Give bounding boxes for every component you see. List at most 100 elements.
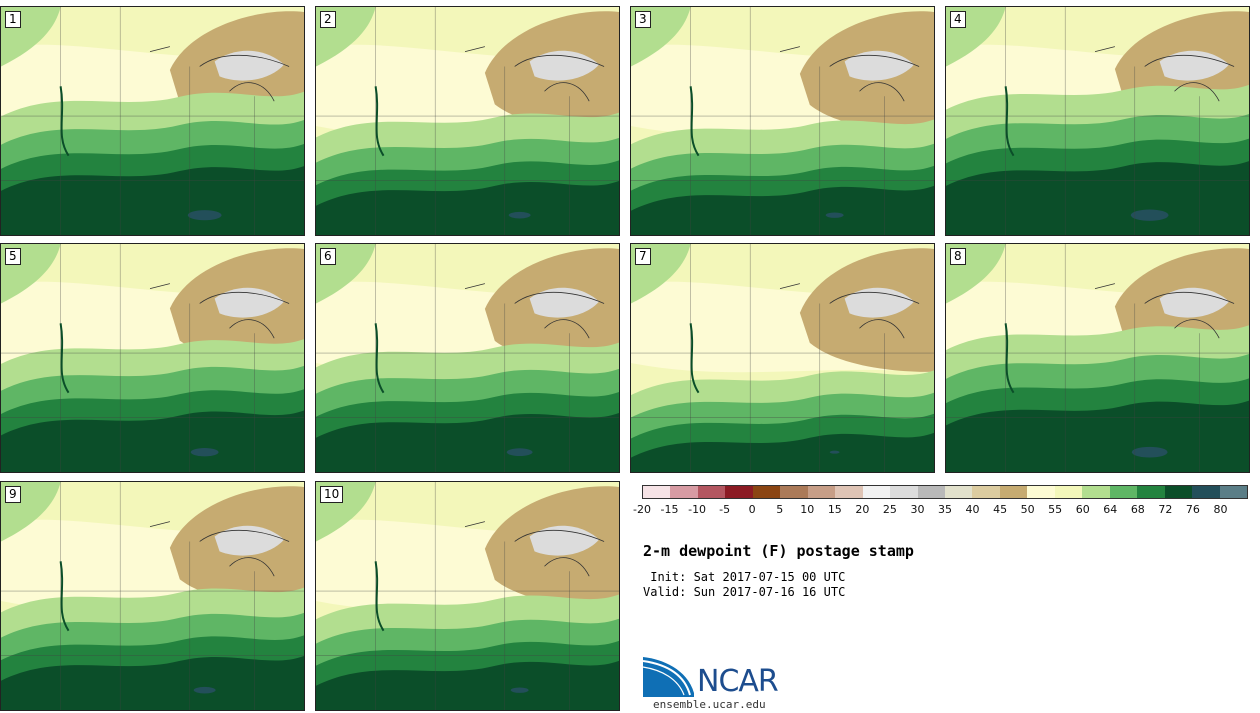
colorbar-swatch-13: [999, 486, 1028, 498]
colorbar-tick: 10: [800, 503, 815, 516]
colorbar-swatch-17: [1109, 486, 1138, 498]
lake-region: [214, 287, 285, 318]
dewpoint-map-8: [946, 244, 1249, 472]
colorbar-tick: 80: [1213, 503, 1228, 516]
member-panel-3: 3: [630, 6, 935, 236]
colorbar-tick: 50: [1020, 503, 1035, 516]
colorbar-tick: 35: [938, 503, 952, 516]
lake-region: [214, 50, 285, 81]
colorbar-tick: 68: [1130, 503, 1145, 516]
colorbar-tick: 55: [1048, 503, 1063, 516]
figure-title: 2-m dewpoint (F) postage stamp: [643, 542, 914, 560]
member-panel-9: 9: [0, 481, 305, 711]
colorbar-swatch-16: [1082, 486, 1110, 498]
dewpoint-map-4: [946, 7, 1249, 235]
colorbar-tick: 64: [1103, 503, 1118, 516]
colorbar-swatch-2: [697, 486, 726, 498]
colorbar-tick: 76: [1185, 503, 1200, 516]
lake-region: [214, 525, 285, 556]
valid-time: Valid: Sun 2017-07-16 16 UTC: [643, 585, 846, 599]
member-panel-2: 2: [315, 6, 620, 236]
ncar-logo-text: NCAR: [697, 664, 779, 699]
init-time: Init: Sat 2017-07-15 00 UTC: [643, 570, 846, 584]
dewpoint-colorbar: [642, 485, 1248, 499]
colorbar-swatch-20: [1192, 486, 1220, 498]
dewpoint-map-9: [1, 482, 304, 710]
colorbar-swatch-4: [752, 486, 781, 498]
colorbar-tick: 72: [1158, 503, 1173, 516]
lake-region: [844, 287, 915, 318]
colorbar-swatch-3: [725, 486, 753, 498]
colorbar-tick: -10: [688, 503, 707, 516]
colorbar-swatch-5: [780, 486, 808, 498]
dewpoint-map-2: [316, 7, 619, 235]
colorbar-tick: 25: [882, 503, 897, 516]
humidity-band-3: [631, 432, 934, 472]
member-panel-8: 8: [945, 243, 1250, 473]
member-number-label: 4: [950, 11, 966, 28]
humidity-band-3: [316, 413, 619, 472]
colorbar-swatch-9: [890, 486, 918, 498]
colorbar-swatch-21: [1219, 486, 1247, 498]
member-panel-10: 10: [315, 481, 620, 711]
colorbar-tick: 5: [776, 503, 784, 516]
lake-region: [529, 525, 600, 556]
colorbar-swatch-12: [972, 486, 1000, 498]
humidity-band-3: [316, 660, 619, 710]
member-number-label: 7: [635, 248, 651, 265]
colorbar-tick: -20: [633, 503, 651, 516]
lake-region: [1159, 50, 1230, 81]
colorbar-swatch-11: [944, 486, 973, 498]
member-number-label: 1: [5, 11, 21, 28]
member-number-label: 5: [5, 248, 21, 265]
lake-region: [529, 287, 600, 318]
colorbar-swatch-10: [917, 486, 945, 498]
humidity-band-3: [316, 180, 619, 235]
member-panel-7: 7: [630, 243, 935, 473]
member-panel-5: 5: [0, 243, 305, 473]
dewpoint-map-1: [1, 7, 304, 235]
site-url: ensemble.ucar.edu: [653, 698, 766, 711]
colorbar-tick: -15: [660, 503, 679, 516]
colorbar-tick: 20: [855, 503, 870, 516]
humidity-band-3: [946, 400, 1249, 472]
dewpoint-map-6: [316, 244, 619, 472]
member-number-label: 6: [320, 248, 336, 265]
member-panel-1: 1: [0, 6, 305, 236]
colorbar-tick: 40: [965, 503, 980, 516]
lake-region: [529, 50, 600, 81]
humidity-band-3: [1, 166, 304, 235]
humidity-band-3: [1, 655, 304, 710]
colorbar-swatch-7: [835, 486, 863, 498]
colorbar-tick: -5: [719, 503, 731, 516]
member-number-label: 10: [320, 486, 344, 503]
lake-region: [1159, 287, 1230, 318]
colorbar-tick: 60: [1075, 503, 1090, 516]
dewpoint-map-5: [1, 244, 304, 472]
colorbar-swatch-18: [1137, 486, 1165, 498]
member-number-label: 3: [635, 11, 651, 28]
ncar-logo-icon: [642, 657, 694, 697]
member-panel-6: 6: [315, 243, 620, 473]
colorbar-tick-labels: -20 -15 -10 -5 0 5 10 15 20 25 30 35 40 45 50 55 60 64 68 7…: [633, 503, 1248, 517]
colorbar-swatch-0: [643, 486, 671, 498]
humidity-band-3: [946, 161, 1249, 235]
member-number-label: 9: [5, 486, 21, 503]
dewpoint-map-10: [316, 482, 619, 710]
colorbar-tick: 0: [748, 503, 756, 516]
colorbar-tick: 45: [993, 503, 1008, 516]
colorbar-tick: 15: [827, 503, 842, 516]
member-number-label: 8: [950, 248, 966, 265]
dewpoint-map-7: [631, 244, 934, 472]
colorbar-swatch-8: [862, 486, 891, 498]
colorbar-swatch-19: [1164, 486, 1193, 498]
member-number-label: 2: [320, 11, 336, 28]
humidity-band-3: [631, 185, 934, 235]
colorbar-swatch-14: [1027, 486, 1055, 498]
lake-region: [844, 50, 915, 81]
colorbar-swatch-1: [670, 486, 698, 498]
colorbar-swatch-15: [1054, 486, 1083, 498]
dewpoint-map-3: [631, 7, 934, 235]
colorbar-tick: 30: [910, 503, 925, 516]
member-panel-4: 4: [945, 6, 1250, 236]
